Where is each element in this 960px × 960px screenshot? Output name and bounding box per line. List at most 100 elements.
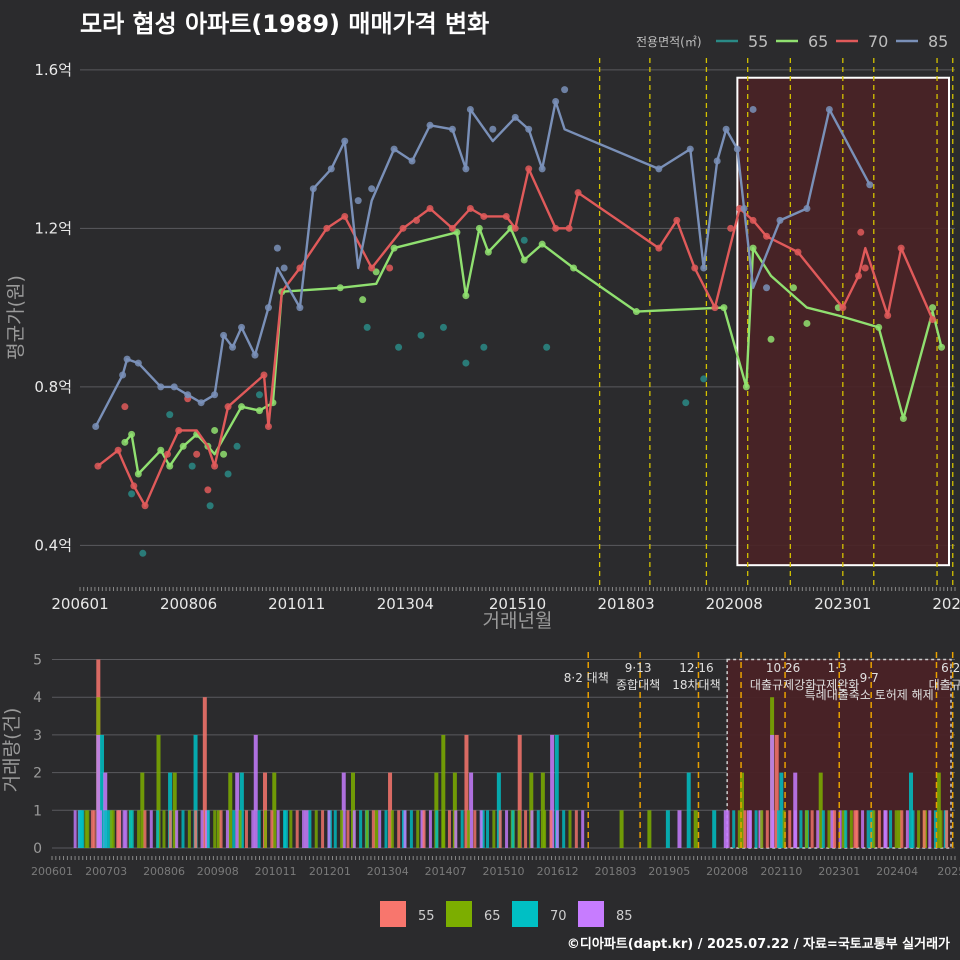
data-point-55 (462, 359, 470, 367)
volume-bar-85 (830, 810, 835, 848)
volume-x-tick-label: 202404 (876, 865, 918, 878)
legend-title: 전용면적(㎡) (636, 35, 702, 49)
volume-bar-70 (712, 810, 717, 848)
data-point-85 (803, 205, 811, 213)
volume-x-tick-label: 201510 (483, 865, 525, 878)
volume-bar-85 (341, 772, 346, 848)
volume-bar-65 (693, 810, 698, 848)
volume-bar-85 (200, 810, 204, 848)
data-point-65 (899, 415, 907, 423)
volume-bar-70 (821, 810, 825, 848)
data-point-85 (238, 323, 246, 331)
volume-x-tick-label: 200908 (197, 865, 239, 878)
volume-bar-85 (420, 810, 425, 848)
volume-bar-65 (782, 810, 786, 848)
data-point-70 (525, 165, 533, 173)
data-point-65 (255, 407, 263, 415)
volume-bar-65 (441, 810, 445, 848)
volume-bar-55 (346, 810, 350, 848)
data-point-70 (141, 502, 149, 510)
data-point-85 (280, 264, 288, 272)
volume-bar-55 (900, 810, 904, 848)
data-point-70 (839, 304, 847, 312)
data-point-65 (767, 335, 775, 343)
volume-bar-65 (818, 772, 823, 848)
volume-bar-70 (754, 810, 758, 848)
volume-bar-70 (283, 810, 287, 848)
y-tick-label: 0.4억 (34, 536, 72, 554)
data-point-55 (682, 399, 690, 407)
volume-bar-65 (416, 810, 420, 848)
volume-bar-55 (447, 810, 451, 848)
volume-bar-55 (116, 810, 120, 848)
volume-bar-85 (505, 810, 509, 848)
data-point-85 (686, 145, 694, 153)
volume-x-tick-label: 201407 (425, 865, 467, 878)
data-point-65 (211, 426, 219, 434)
policy-label: 9·7 (860, 671, 879, 685)
volume-bar-85 (770, 734, 775, 848)
volume-bar-85 (530, 810, 534, 848)
data-point-85 (273, 244, 281, 252)
data-point-70 (763, 232, 771, 240)
volume-bar-65 (289, 810, 293, 848)
volume-bar-65 (841, 810, 846, 848)
volume-y-tick-label: 4 (33, 690, 42, 706)
volume-x-tick-label: 202301 (818, 865, 860, 878)
data-point-70 (884, 312, 892, 320)
volume-bar-55 (922, 810, 926, 848)
x-tick-label: 202008 (706, 595, 763, 613)
volume-bar-65 (647, 810, 652, 848)
data-point-85 (251, 351, 259, 359)
volume-bar-65 (805, 810, 809, 848)
volume-bar-70 (844, 810, 848, 848)
volume-bar-65 (228, 772, 233, 848)
volume-bar-70 (460, 810, 464, 848)
data-point-85 (700, 264, 708, 272)
volume-y-tick-label: 5 (33, 653, 42, 669)
policy-label: 9·13 (625, 661, 652, 675)
data-point-55 (166, 411, 174, 419)
data-point-65 (453, 228, 461, 236)
volume-bar-85 (677, 810, 682, 848)
data-point-65 (390, 244, 398, 252)
x-tick-label: 201011 (268, 595, 325, 613)
volume-bar-65 (739, 772, 744, 848)
data-point-65 (128, 430, 136, 438)
volume-bar-70 (554, 734, 559, 848)
data-point-70 (114, 446, 122, 454)
data-point-85 (655, 165, 663, 173)
data-point-70 (94, 462, 102, 470)
data-point-70 (480, 212, 488, 220)
volume-bar-70 (156, 810, 160, 848)
policy-label: 18차대책 (672, 677, 720, 692)
volume-bar-65 (466, 810, 470, 848)
volume-bar-55 (498, 810, 502, 848)
data-point-70 (673, 216, 681, 224)
volume-bar-70 (359, 810, 363, 848)
volume-x-tick-label: 201304 (367, 865, 409, 878)
data-point-70 (193, 450, 201, 458)
policy-label: 규제완화 (815, 678, 859, 692)
data-point-65 (570, 264, 578, 272)
data-point-65 (157, 446, 165, 454)
data-point-85 (776, 216, 784, 224)
data-point-85 (511, 113, 519, 121)
volume-legend-swatch-85 (578, 901, 604, 927)
data-point-85 (733, 145, 741, 153)
data-point-55 (520, 236, 528, 244)
volume-bar-65 (374, 810, 379, 848)
data-point-70 (448, 224, 456, 232)
volume-bar-85 (749, 810, 753, 848)
volume-bar-55 (118, 810, 122, 848)
data-point-85 (220, 331, 228, 339)
data-point-70 (426, 205, 434, 213)
data-point-70 (511, 224, 519, 232)
data-point-70 (749, 216, 757, 224)
policy-label: 12·16 (679, 661, 713, 675)
volume-bar-70 (193, 734, 198, 848)
volume-bar-55 (371, 810, 375, 848)
x-tick-label: 200601 (51, 595, 108, 613)
data-point-85 (740, 205, 748, 213)
volume-y-tick-label: 1 (33, 803, 42, 819)
